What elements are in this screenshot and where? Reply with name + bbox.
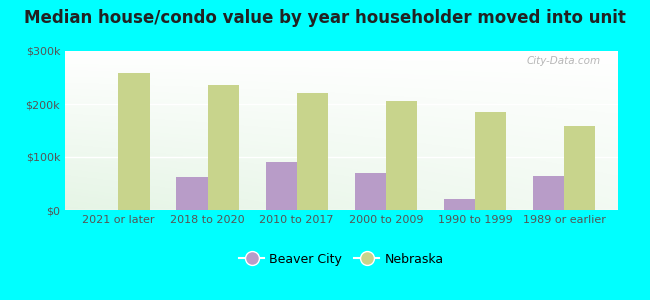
Bar	[444, 200, 475, 210]
Bar	[386, 101, 417, 210]
Bar	[564, 126, 595, 210]
Bar	[176, 177, 207, 210]
Text: Median house/condo value by year householder moved into unit: Median house/condo value by year househo…	[24, 9, 626, 27]
Bar	[475, 112, 506, 210]
Bar	[296, 93, 328, 210]
Bar	[207, 85, 239, 210]
Bar	[533, 176, 564, 210]
Bar	[118, 73, 150, 210]
Bar	[355, 173, 386, 210]
Text: City-Data.com: City-Data.com	[526, 56, 601, 66]
Legend: Beaver City, Nebraska: Beaver City, Nebraska	[234, 248, 448, 271]
Bar	[265, 162, 296, 210]
